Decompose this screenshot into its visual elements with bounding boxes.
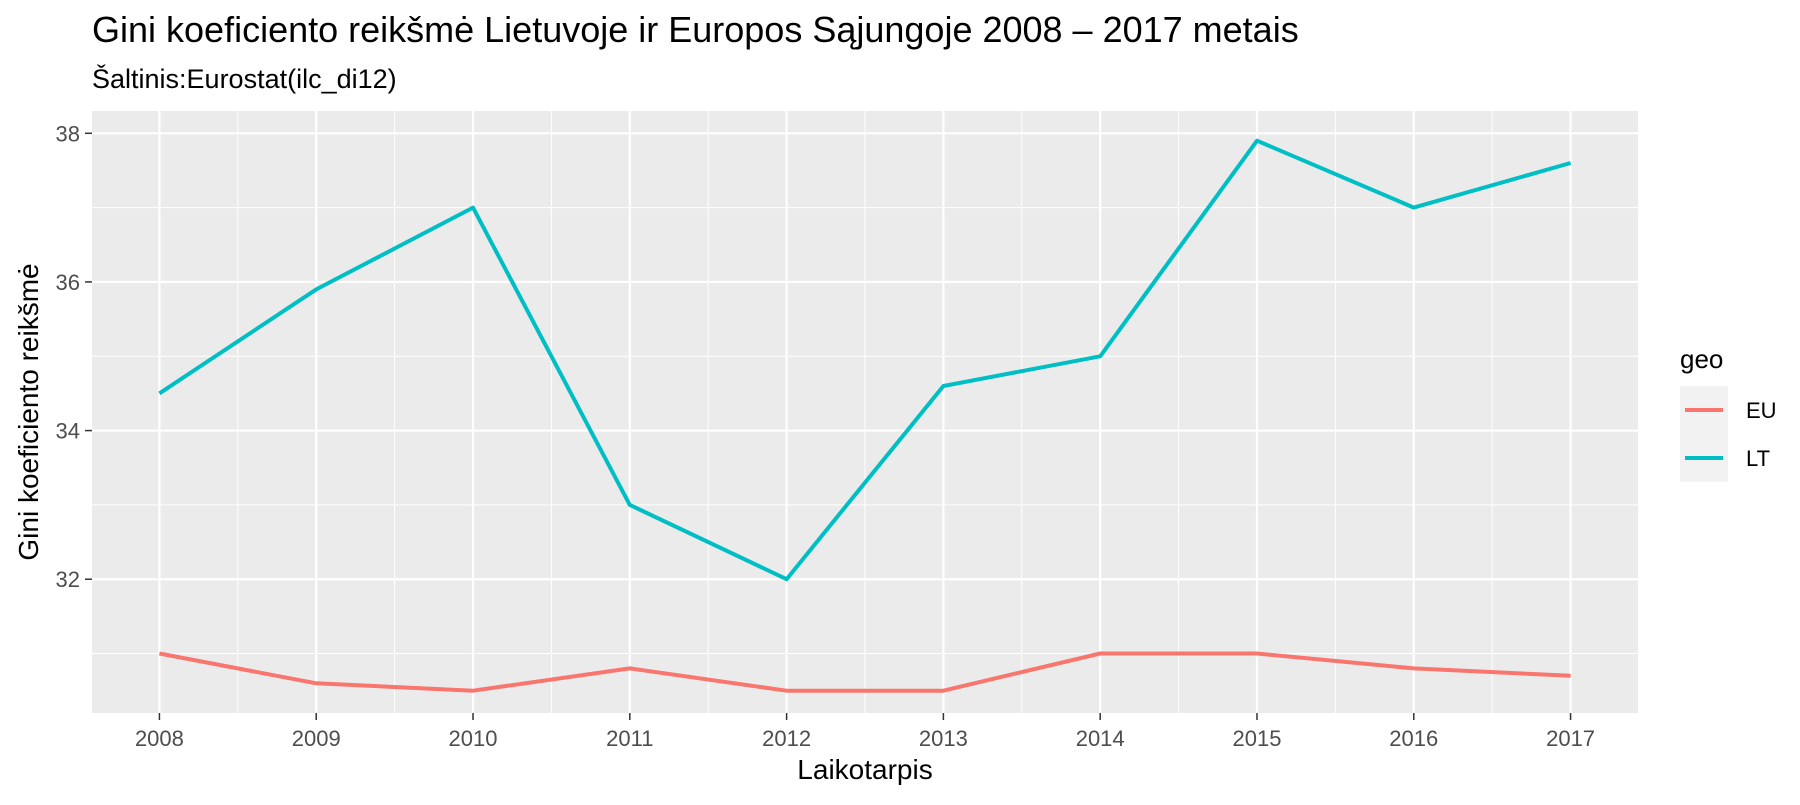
legend: geo EU LT (1680, 344, 1777, 482)
x-tick-label: 2014 (1076, 726, 1125, 751)
legend-label-lt: LT (1746, 446, 1770, 471)
series-line-lt (158, 138, 1572, 582)
x-tick-label: 2009 (292, 726, 341, 751)
y-tick-label: 36 (56, 270, 80, 295)
chart-title: Gini koeficiento reikšmė Lietuvoje ir Eu… (92, 9, 1299, 50)
grid-lines (92, 111, 1638, 713)
x-tick-label: 2013 (919, 726, 968, 751)
chart-subtitle: Šaltinis:Eurostat(ilc_di12) (92, 63, 397, 94)
x-axis-title: Laikotarpis (797, 754, 932, 785)
legend-label-eu: EU (1746, 398, 1777, 423)
x-tick-label: 2008 (135, 726, 184, 751)
x-tick-label: 2015 (1233, 726, 1282, 751)
x-tick-label: 2012 (762, 726, 811, 751)
y-tick-label: 38 (56, 121, 80, 146)
y-axis-title: Gini koeficiento reikšmė (13, 263, 44, 560)
y-tick-label: 32 (56, 567, 80, 592)
series-lines (158, 138, 1572, 693)
x-tick-label: 2010 (449, 726, 498, 751)
x-tick-label: 2011 (606, 726, 653, 751)
x-tick-label: 2016 (1389, 726, 1438, 751)
y-tick-label: 34 (56, 419, 80, 444)
legend-title: geo (1680, 344, 1723, 374)
axes: 32 34 36 38 2008 2009 2010 2011 2012 2013 2014 2015… (56, 121, 1596, 751)
series-line-eu (159, 651, 1571, 693)
x-tick-label: 2017 (1546, 726, 1595, 751)
